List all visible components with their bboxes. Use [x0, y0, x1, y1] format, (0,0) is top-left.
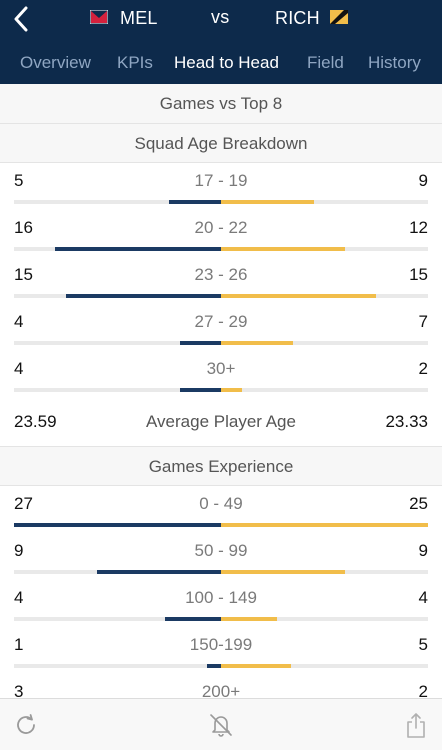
away-bar — [221, 570, 345, 574]
comparison-bar-track — [14, 341, 428, 345]
home-bar — [165, 617, 221, 621]
away-value: 2 — [418, 359, 428, 378]
tab-head-to-head[interactable]: Head to Head — [174, 53, 279, 72]
home-value: 16 — [14, 218, 33, 237]
comparison-bar-track — [14, 664, 428, 668]
comparison-bar-track — [14, 523, 428, 527]
home-value: 27 — [14, 494, 33, 513]
richmond-logo-icon — [329, 10, 348, 24]
comparison-row: 1 150-199 5 — [0, 627, 442, 674]
away-bar — [221, 388, 242, 392]
section-games-vs-top8[interactable]: Games vs Top 8 — [0, 84, 442, 124]
average-age-row: 23.59 Average Player Age 23.33 — [0, 398, 442, 446]
home-bar — [169, 200, 221, 204]
tab-field[interactable]: Field — [307, 53, 344, 72]
notifications-off-icon — [210, 714, 232, 737]
tab-kpis[interactable]: KPIs — [117, 53, 153, 72]
comparison-bar-track — [14, 200, 428, 204]
home-value: 5 — [14, 171, 24, 190]
away-bar — [221, 523, 428, 527]
home-value: 9 — [14, 541, 24, 560]
range-label: 30+ — [206, 359, 236, 378]
comparison-bar-track — [14, 247, 428, 251]
home-bar — [66, 294, 221, 298]
comparison-row: 4 100 - 149 4 — [0, 580, 442, 627]
refresh-button[interactable] — [12, 711, 40, 739]
melbourne-logo-icon — [90, 10, 108, 24]
chevron-left-icon — [14, 6, 28, 32]
away-bar — [221, 294, 376, 298]
comparison-row: 5 17 - 19 9 — [0, 163, 442, 210]
comparison-bar-track — [14, 388, 428, 392]
comparison-bar-track — [14, 617, 428, 621]
home-team-name: MEL — [120, 8, 158, 28]
away-value: 9 — [418, 171, 428, 190]
comparison-row: 15 23 - 26 15 — [0, 257, 442, 304]
comparison-row: 4 30+ 2 — [0, 351, 442, 398]
comparison-bar-track — [14, 570, 428, 574]
range-label: 23 - 26 — [194, 265, 248, 284]
share-button[interactable] — [402, 711, 430, 739]
comparison-row: 9 50 - 99 9 — [0, 533, 442, 580]
away-team-name: RICH — [275, 8, 320, 28]
away-value: 5 — [418, 635, 428, 654]
away-team: RICH — [275, 0, 348, 36]
notifications-button[interactable] — [207, 711, 235, 739]
refresh-icon — [17, 714, 35, 734]
home-bar — [14, 523, 221, 527]
away-value: 15 — [409, 265, 428, 284]
comparison-row: 4 27 - 29 7 — [0, 304, 442, 351]
home-bar — [180, 341, 221, 345]
comparison-row: 27 0 - 49 25 — [0, 486, 442, 533]
home-value: 4 — [14, 588, 24, 607]
home-value: 15 — [14, 265, 33, 284]
average-age-label: Average Player Age — [146, 412, 296, 431]
away-bar — [221, 617, 277, 621]
range-label: 27 - 29 — [194, 312, 248, 331]
home-bar — [180, 388, 221, 392]
section-squad-age: Squad Age Breakdown — [0, 123, 442, 163]
tab-history[interactable]: History — [368, 53, 421, 72]
away-bar — [221, 247, 345, 251]
away-value: 4 — [418, 588, 428, 607]
home-bar — [207, 664, 221, 668]
home-value: 3 — [14, 682, 24, 701]
home-value: 4 — [14, 359, 24, 378]
range-label: 150-199 — [189, 635, 253, 654]
range-label: 17 - 19 — [194, 171, 248, 190]
home-team: MEL — [90, 0, 158, 36]
comparison-bar-track — [14, 294, 428, 298]
versus-label: vs — [211, 7, 230, 27]
comparison-row: 16 20 - 22 12 — [0, 210, 442, 257]
home-bar — [97, 570, 221, 574]
match-header: MEL vs RICH — [0, 0, 442, 42]
away-bar — [221, 664, 291, 668]
share-icon — [407, 713, 425, 738]
section-games-experience: Games Experience — [0, 446, 442, 486]
home-value: 4 — [14, 312, 24, 331]
range-label: 50 - 99 — [194, 541, 248, 560]
away-value: 7 — [418, 312, 428, 331]
away-average-age: 23.33 — [385, 412, 428, 431]
range-label: 0 - 49 — [199, 494, 243, 513]
tab-bar: Overview KPIs Head to Head Field History — [0, 42, 442, 84]
back-button[interactable] — [6, 4, 36, 34]
away-bar — [221, 200, 314, 204]
tab-overview[interactable]: Overview — [20, 53, 91, 72]
range-label: 100 - 149 — [185, 588, 257, 607]
away-value: 9 — [418, 541, 428, 560]
away-bar — [221, 341, 293, 345]
home-average-age: 23.59 — [14, 412, 57, 431]
bottom-toolbar — [0, 698, 442, 750]
away-value: 25 — [409, 494, 428, 513]
range-label: 200+ — [201, 682, 241, 701]
range-label: 20 - 22 — [194, 218, 248, 237]
home-bar — [55, 247, 221, 251]
away-value: 2 — [418, 682, 428, 701]
home-value: 1 — [14, 635, 24, 654]
away-value: 12 — [409, 218, 428, 237]
